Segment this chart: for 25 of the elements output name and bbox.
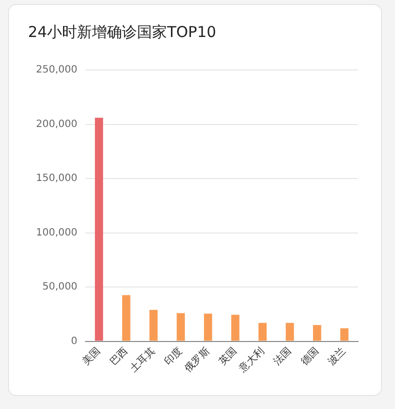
bar <box>149 310 158 341</box>
x-tick-label: 美国 <box>80 345 103 368</box>
y-tick-label: 100,000 <box>36 227 78 238</box>
x-tick-label: 土耳其 <box>128 345 158 375</box>
y-tick-label: 250,000 <box>36 64 78 76</box>
y-tick-label: 200,000 <box>36 118 78 130</box>
bar <box>286 322 294 341</box>
bar <box>94 118 104 341</box>
bar <box>313 325 322 341</box>
bar <box>258 322 267 341</box>
x-tick-label: 巴西 <box>108 346 130 368</box>
bar <box>176 313 185 341</box>
bar <box>231 314 240 341</box>
x-tick-label: 俄罗斯 <box>182 345 212 375</box>
chart-title: 24小时新增确诊国家TOP10 <box>28 22 216 41</box>
x-tick-label: 德国 <box>299 346 322 368</box>
bar <box>122 295 130 341</box>
y-tick-label: 150,000 <box>36 173 78 184</box>
x-tick-label: 波兰 <box>326 345 348 368</box>
y-tick-label: 50,000 <box>42 282 78 293</box>
y-tick-label: 0 <box>70 336 78 347</box>
bar <box>340 328 348 341</box>
x-tick-label: 法国 <box>271 345 294 368</box>
bar <box>204 314 212 341</box>
x-tick-label: 印度 <box>162 345 185 368</box>
